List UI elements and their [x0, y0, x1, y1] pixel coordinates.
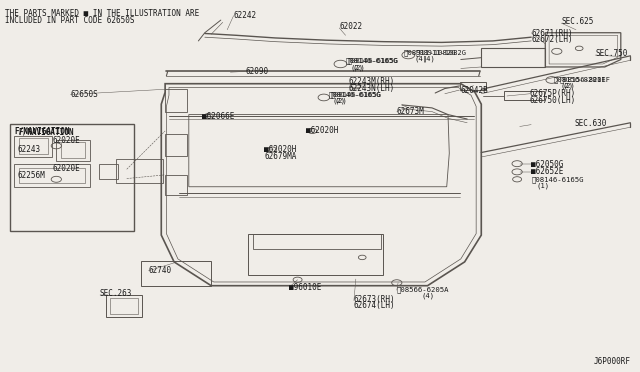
Text: 626750(LH): 626750(LH): [530, 96, 576, 105]
Text: ■62050G: ■62050G: [531, 160, 564, 169]
Text: 62679MA: 62679MA: [264, 153, 297, 161]
Text: ■62020H: ■62020H: [264, 145, 297, 154]
Text: 䀈08156-8201F: 䀈08156-8201F: [559, 76, 611, 83]
Text: ■96010E: ■96010E: [289, 283, 322, 292]
Text: F/NAVIGATION: F/NAVIGATION: [18, 127, 74, 136]
Text: 62673(RH): 62673(RH): [354, 295, 396, 304]
Text: 62672(LH): 62672(LH): [531, 35, 573, 44]
Text: 62243: 62243: [18, 145, 41, 154]
Text: SEC.263: SEC.263: [100, 289, 132, 298]
Text: INCLUDED IN PART CODE 62650S: INCLUDED IN PART CODE 62650S: [5, 16, 134, 25]
Text: (2): (2): [334, 97, 347, 104]
Text: (2): (2): [351, 64, 364, 71]
Text: SEC.750: SEC.750: [595, 49, 628, 58]
Text: 62243N(LH): 62243N(LH): [349, 84, 395, 93]
Text: 62674(LH): 62674(LH): [354, 301, 396, 310]
Text: 62243M(RH): 62243M(RH): [349, 77, 395, 86]
Text: (4): (4): [415, 56, 428, 62]
Text: 亓08911-1082G: 亓08911-1082G: [403, 49, 456, 56]
Text: SEC.630: SEC.630: [575, 119, 607, 128]
Text: (2): (2): [352, 64, 365, 71]
Bar: [10, 124, 134, 231]
Text: (2): (2): [563, 83, 575, 89]
Text: 62022: 62022: [339, 22, 362, 31]
Text: 62650S: 62650S: [70, 90, 98, 99]
Text: ■62020H: ■62020H: [306, 126, 339, 135]
Text: ■62652E: ■62652E: [531, 167, 564, 176]
Text: 62042B: 62042B: [461, 86, 488, 94]
Text: 䀈08566-6205A: 䀈08566-6205A: [397, 286, 449, 293]
Text: (4): (4): [422, 56, 435, 62]
Text: 62256M: 62256M: [18, 171, 45, 180]
Text: 62020E: 62020E: [52, 136, 80, 145]
Text: 亓08911-1082G: 亓08911-1082G: [416, 49, 467, 56]
Text: 62675P(RH): 62675P(RH): [530, 89, 576, 98]
Text: F/NAVIGATION: F/NAVIGATION: [14, 126, 70, 135]
Text: 䀈08146-6165G: 䀈08146-6165G: [330, 91, 381, 98]
Text: 䀈08146-6165G: 䀈08146-6165G: [328, 91, 381, 98]
Text: 䀈08156-8201F: 䀈08156-8201F: [554, 76, 606, 83]
Text: 62740: 62740: [148, 266, 172, 275]
Text: (2): (2): [561, 83, 574, 89]
Text: 62020E: 62020E: [52, 164, 80, 173]
Text: J6P000RF: J6P000RF: [593, 357, 630, 366]
Text: ■62066E: ■62066E: [202, 112, 235, 121]
Text: (4): (4): [421, 292, 435, 299]
Text: 䀈08146-6165G: 䀈08146-6165G: [531, 176, 584, 183]
Text: 䀈08146-6165G: 䀈08146-6165G: [346, 58, 398, 64]
Text: 62242: 62242: [234, 11, 257, 20]
Text: 䀈08146-6165G: 䀈08146-6165G: [348, 58, 399, 64]
Text: 62673M: 62673M: [397, 107, 424, 116]
Text: (2): (2): [333, 97, 346, 104]
Text: 62090: 62090: [246, 67, 269, 76]
Text: 62671(RH): 62671(RH): [531, 29, 573, 38]
Text: (1): (1): [536, 183, 550, 189]
Text: SEC.625: SEC.625: [561, 17, 594, 26]
Bar: [248, 234, 383, 275]
Text: THE PARTS MARKED ■ IN THE ILLUSTRATION ARE: THE PARTS MARKED ■ IN THE ILLUSTRATION A…: [5, 9, 200, 17]
